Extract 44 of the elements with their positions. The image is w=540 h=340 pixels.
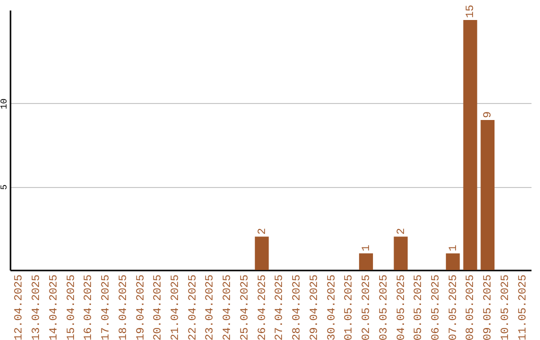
data-label: 1 — [361, 244, 374, 252]
bar — [394, 236, 408, 270]
x-tick-label: 11.05.2025 — [517, 274, 530, 340]
x-tick-label: 23.04.2025 — [204, 274, 217, 340]
x-tick-label: 24.04.2025 — [222, 274, 234, 340]
data-label: 2 — [396, 228, 408, 235]
x-tick-label: 22.04.2025 — [187, 274, 200, 340]
x-tick-label: 29.04.2025 — [308, 274, 321, 340]
x-tick-label: 13.04.2025 — [31, 274, 44, 340]
x-tick-label: 21.04.2025 — [170, 274, 182, 340]
x-tick-label: 18.04.2025 — [118, 274, 130, 340]
x-tick-label: 08.05.2025 — [465, 274, 478, 340]
x-tick-label: 17.04.2025 — [100, 274, 113, 340]
y-tick-label: 5 — [0, 184, 10, 190]
x-tick-label: 01.05.2025 — [344, 274, 356, 340]
x-tick-label: 16.04.2025 — [83, 274, 96, 340]
x-tick-label: 14.04.2025 — [48, 274, 60, 340]
data-label: 1 — [448, 244, 460, 252]
x-tick-label: 05.05.2025 — [413, 274, 426, 340]
x-tick-label: 04.05.2025 — [396, 274, 408, 340]
x-tick-label: 26.04.2025 — [256, 274, 269, 340]
x-tick-label: 02.05.2025 — [361, 274, 374, 340]
x-tick-label: 15.04.2025 — [66, 274, 78, 340]
x-tick-label: 06.05.2025 — [430, 274, 442, 340]
x-tick-label: 20.04.2025 — [152, 274, 165, 340]
x-tick-label: 28.04.2025 — [292, 274, 304, 340]
bar — [446, 253, 460, 270]
x-tick-label: 12.04.2025 — [14, 274, 26, 340]
x-tick-label: 07.05.2025 — [448, 274, 460, 340]
y-tick-label: 10 — [0, 98, 10, 110]
x-tick-label: 27.04.2025 — [274, 274, 286, 340]
data-label: 2 — [256, 228, 269, 235]
x-tick-label: 10.05.2025 — [500, 274, 512, 340]
data-label: 9 — [482, 111, 495, 118]
x-tick-label: 30.04.2025 — [326, 274, 338, 340]
data-label: 15 — [465, 4, 478, 18]
x-tick-label: 03.05.2025 — [378, 274, 390, 340]
x-tick-label: 09.05.2025 — [482, 274, 495, 340]
bar — [480, 120, 495, 270]
bar — [254, 236, 269, 270]
bar — [359, 253, 373, 270]
bar — [463, 20, 478, 270]
x-tick-label: 25.04.2025 — [239, 274, 252, 340]
x-tick-label: 19.04.2025 — [135, 274, 148, 340]
